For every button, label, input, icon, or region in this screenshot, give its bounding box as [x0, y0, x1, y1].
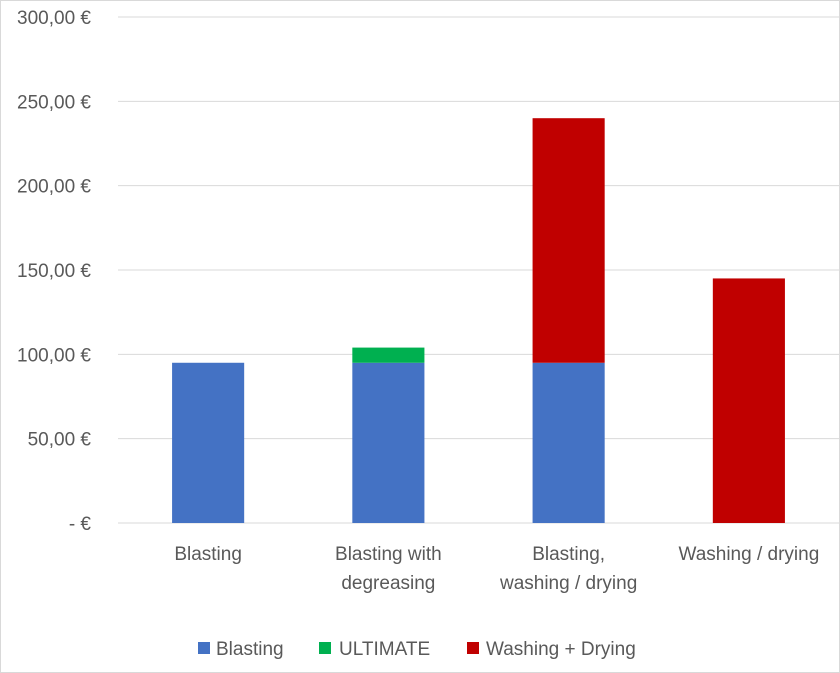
legend-swatch [319, 642, 331, 654]
legend-item-ultimate: ULTIMATE [319, 639, 430, 660]
bar-ultimate-cat-1 [352, 347, 425, 363]
category-label-line: Blasting, [532, 544, 605, 565]
legend-item-blasting: Blasting [198, 639, 284, 660]
y-tick-label: 150,00 € [17, 261, 91, 282]
category-label: Blasting [174, 544, 242, 565]
legend-label: ULTIMATE [339, 639, 430, 660]
category-label-line: washing / drying [499, 573, 637, 594]
legend-label: Blasting [216, 639, 284, 660]
category-label-line: Blasting [174, 544, 242, 565]
category-label-line: Washing / drying [678, 544, 819, 565]
y-tick-label: 200,00 € [17, 177, 91, 198]
category-label-line: Blasting with [335, 544, 442, 565]
bar-blasting-cat-1 [352, 362, 425, 523]
bar-blasting-cat-0 [172, 362, 245, 523]
y-tick-label: 300,00 € [17, 8, 91, 29]
y-tick-label: 50,00 € [28, 430, 92, 451]
category-label: Washing / drying [678, 544, 819, 565]
bar-washing-drying-cat-3 [712, 278, 785, 523]
legend-label: Washing + Drying [486, 639, 636, 660]
legend: Blasting ULTIMATE Washing + Drying [198, 639, 636, 660]
y-tick-label: 100,00 € [17, 345, 91, 366]
bars [172, 118, 785, 523]
legend-swatch [198, 642, 210, 654]
y-tick-label: 250,00 € [17, 92, 91, 113]
y-tick-label: - € [69, 514, 92, 535]
category-label: Blasting with degreasing [335, 544, 442, 594]
x-axis-labels: Blasting Blasting with degreasing Blasting,… [174, 544, 819, 594]
bar-blasting-cat-2 [532, 362, 605, 523]
legend-item-washing-drying: Washing + Drying [467, 639, 636, 660]
y-axis-ticks: - € 50,00 € 100,00 € 150,00 € 200,00 € 250,00… [17, 8, 91, 535]
category-label: Blasting, washing / drying [499, 544, 637, 594]
legend-swatch [467, 642, 479, 654]
category-label-line: degreasing [341, 573, 435, 594]
bar-washing-drying-cat-2 [532, 118, 605, 363]
